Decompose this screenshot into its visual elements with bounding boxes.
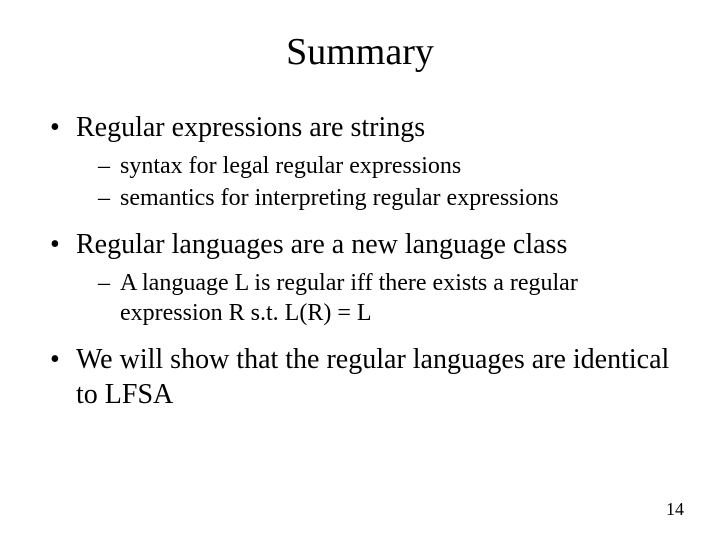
sub-bullet-text: syntax for legal regular expressions xyxy=(120,153,461,179)
bullet-text: We will show that the regular languages … xyxy=(76,344,669,410)
bullet-text: Regular expressions are strings xyxy=(76,112,425,143)
sub-bullet-list: syntax for legal regular expressions sem… xyxy=(76,151,670,213)
bullet-list: Regular expressions are strings syntax f… xyxy=(50,110,670,412)
slide-title: Summary xyxy=(50,30,670,74)
sub-bullet-text: semantics for interpreting regular expre… xyxy=(120,185,559,211)
slide: Summary Regular expressions are strings … xyxy=(0,0,720,540)
bullet-text: Regular languages are a new language cla… xyxy=(76,229,567,260)
sub-bullet-list: A language L is regular iff there exists… xyxy=(76,268,670,328)
sub-bullet-text: A language L is regular iff there exists… xyxy=(120,270,578,326)
bullet-item: We will show that the regular languages … xyxy=(50,342,670,412)
bullet-item: Regular expressions are strings syntax f… xyxy=(50,110,670,213)
sub-bullet-item: syntax for legal regular expressions xyxy=(98,151,670,181)
sub-bullet-item: semantics for interpreting regular expre… xyxy=(98,183,670,213)
sub-bullet-item: A language L is regular iff there exists… xyxy=(98,268,670,328)
page-number: 14 xyxy=(666,499,684,520)
bullet-item: Regular languages are a new language cla… xyxy=(50,227,670,328)
